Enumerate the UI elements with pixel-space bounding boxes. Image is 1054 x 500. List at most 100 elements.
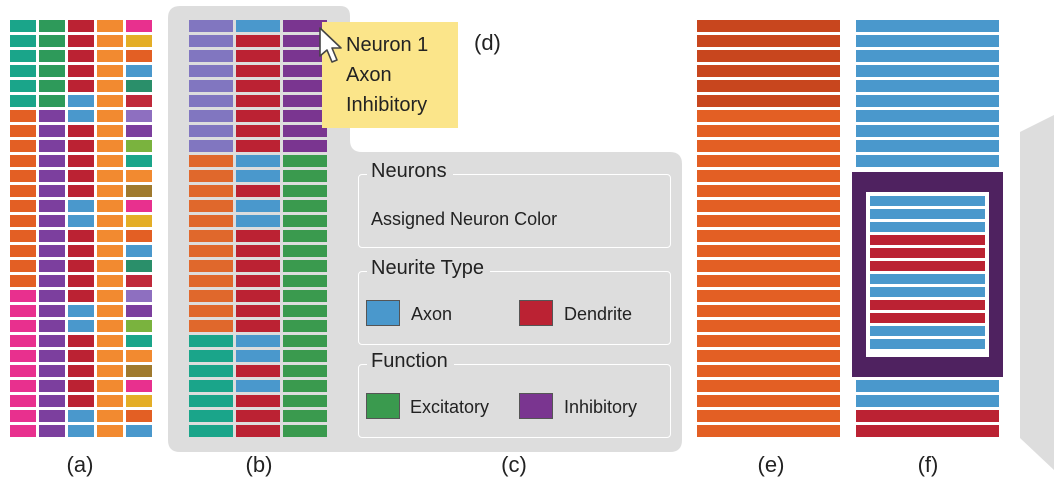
stripe (697, 65, 840, 77)
stripe (870, 339, 985, 349)
stripe (283, 65, 327, 77)
stripe (283, 50, 327, 62)
stripe (236, 230, 280, 242)
stripe (97, 170, 123, 182)
stripe (126, 395, 152, 407)
stripe (97, 290, 123, 302)
stripe (283, 230, 327, 242)
legend-excitatory-label: Excitatory (410, 397, 490, 417)
legend-function-title: Function (367, 350, 454, 373)
stripe (39, 200, 65, 212)
stripe (68, 215, 94, 227)
stripe (236, 140, 280, 152)
stripe (697, 230, 840, 242)
stripe (236, 395, 280, 407)
stripe (283, 200, 327, 212)
stripe (189, 200, 233, 212)
stripe (10, 35, 36, 47)
stripe (10, 425, 36, 437)
stripe (97, 185, 123, 197)
stripe (39, 410, 65, 422)
stripe (189, 185, 233, 197)
stripe (856, 125, 999, 137)
stripe (68, 155, 94, 167)
stripe (97, 380, 123, 392)
stripe (10, 350, 36, 362)
panel-label-e: (e) (757, 452, 785, 477)
neuron-tooltip: Neuron 1 Axon Inhibitory (322, 22, 458, 128)
stripe (126, 200, 152, 212)
stripe (10, 95, 36, 107)
legend-axon-label: Axon (411, 304, 453, 324)
panel-a-matrix (10, 20, 152, 437)
stripe (283, 260, 327, 272)
stripe (10, 275, 36, 287)
stripe (68, 125, 94, 137)
stripe (283, 290, 327, 302)
stripe (236, 320, 280, 332)
stripe (236, 50, 280, 62)
stripe (236, 350, 280, 362)
stripe (856, 65, 999, 77)
stripe (189, 305, 233, 317)
stripe (39, 380, 65, 392)
stripe (126, 350, 152, 362)
stripe (126, 425, 152, 437)
stripe (126, 215, 152, 227)
stripe (126, 335, 152, 347)
stripe (68, 335, 94, 347)
stripe (283, 140, 327, 152)
stripe (189, 95, 233, 107)
stripe (39, 260, 65, 272)
stripe (126, 95, 152, 107)
stripe (189, 410, 233, 422)
stripe (68, 35, 94, 47)
stripe (97, 155, 123, 167)
panel-label-a: (a) (66, 452, 94, 477)
stripe (236, 170, 280, 182)
stripe (697, 20, 840, 32)
stripe (283, 335, 327, 347)
stripe (10, 50, 36, 62)
stripe (236, 65, 280, 77)
stripe (697, 305, 840, 317)
stripe (856, 140, 999, 152)
stripe (236, 110, 280, 122)
stripe (697, 155, 840, 167)
axon-swatch (366, 300, 400, 326)
legend-neurons: Neurons Assigned Neuron Color (358, 160, 671, 248)
stripe (189, 230, 233, 242)
stripe (283, 395, 327, 407)
stripe (39, 140, 65, 152)
stripe (126, 80, 152, 92)
legend-inhibitory-label: Inhibitory (564, 397, 638, 417)
stripe (697, 245, 840, 257)
stripe (283, 275, 327, 287)
stripe (236, 35, 280, 47)
stripe (97, 275, 123, 287)
stripe (97, 410, 123, 422)
stripe (697, 170, 840, 182)
stripe (189, 365, 233, 377)
stripe (283, 425, 327, 437)
stripe (10, 140, 36, 152)
zoom-wedge (1020, 115, 1054, 470)
stripe (870, 261, 985, 271)
stripe (126, 410, 152, 422)
stripe (283, 185, 327, 197)
legend-neurite-type: Neurite Type Axon Dendrite (358, 257, 671, 345)
stripe (10, 395, 36, 407)
stripe (10, 230, 36, 242)
stripe (283, 80, 327, 92)
dendrite-swatch (519, 300, 553, 326)
stripe (39, 80, 65, 92)
stripe (856, 20, 999, 32)
stripe (283, 245, 327, 257)
stripe (283, 110, 327, 122)
stripe (236, 305, 280, 317)
stripe (870, 300, 985, 310)
stripe (189, 110, 233, 122)
stripe (283, 305, 327, 317)
stripe (189, 50, 233, 62)
